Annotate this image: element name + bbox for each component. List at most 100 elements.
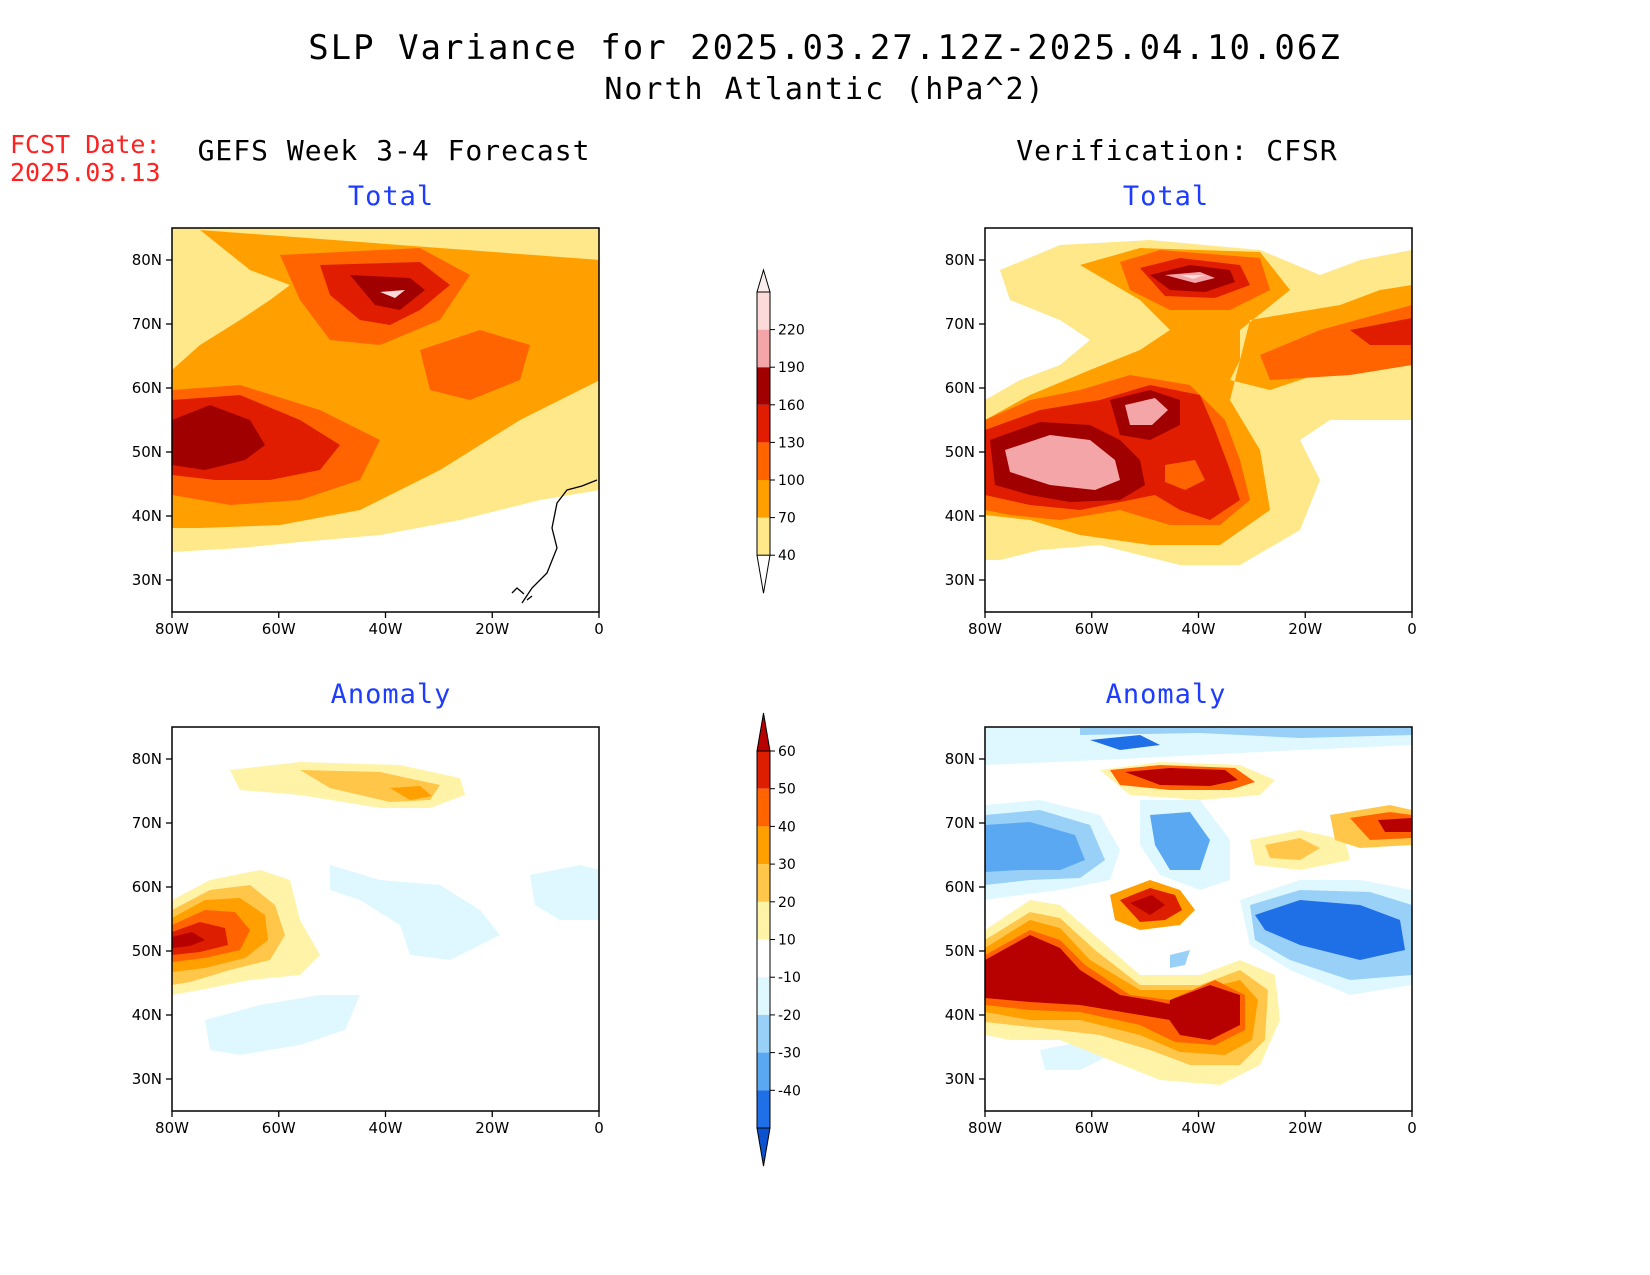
main-title: SLP Variance for 2025.03.27.12Z-2025.04.… <box>308 28 1342 68</box>
colorbar-total-label: 190 <box>778 360 805 376</box>
colorbar-total-label: 220 <box>778 323 805 339</box>
colorbar-total-label: 130 <box>778 435 805 451</box>
colorbar-total-segment <box>757 404 770 443</box>
colorbar-total-frame <box>756 291 771 556</box>
fcst-date-value: 2025.03.13 <box>10 158 161 187</box>
lat-tick-label: 40N <box>132 1006 162 1024</box>
lat-tick-label: 30N <box>132 571 162 589</box>
lon-tick-label: 0 <box>594 620 604 638</box>
colorbar-total-segment <box>757 480 770 518</box>
lat-tick-label: 50N <box>132 942 162 960</box>
lat-tick-label: 80N <box>132 750 162 768</box>
colorbar-anomaly-label: -40 <box>778 1083 801 1099</box>
lat-tick-label: 80N <box>132 251 162 269</box>
lon-tick-label: 40W <box>369 620 403 638</box>
lon-tick-label: 60W <box>262 620 296 638</box>
lat-tick-label: 40N <box>945 507 975 525</box>
colorbar-total-segment <box>757 292 770 330</box>
map-panel-gefs-total <box>171 227 600 613</box>
lat-tick-label: 80N <box>945 750 975 768</box>
lat-tick-label: 60N <box>132 878 162 896</box>
lon-tick-label: 80W <box>155 1119 189 1137</box>
colorbar-total-cap-top <box>756 268 771 293</box>
lat-tick-label: 70N <box>132 814 162 832</box>
panel-label-total-left: Total <box>347 181 435 212</box>
lat-tick-label: 60N <box>945 878 975 896</box>
lat-tick-label: 60N <box>132 379 162 397</box>
lat-tick-label: 50N <box>945 942 975 960</box>
map-panel-gefs-anomaly <box>171 726 600 1112</box>
panel-label-anomaly-right: Anomaly <box>1105 679 1227 710</box>
colorbar-total-segment <box>757 442 770 480</box>
lon-tick-label: 80W <box>155 620 189 638</box>
lon-tick-label: 0 <box>1407 620 1417 638</box>
colorbar-anomaly-segment <box>757 1014 770 1053</box>
colorbar-anomaly-segment <box>757 864 770 902</box>
lon-tick-label: 60W <box>1075 620 1109 638</box>
lon-tick-label: 20W <box>475 620 509 638</box>
colorbar-total-segment <box>757 367 770 405</box>
lat-tick-label: 60N <box>945 379 975 397</box>
colorbar-total-cap-bottom <box>756 555 771 594</box>
lat-tick-label: 50N <box>132 443 162 461</box>
lon-tick-label: 20W <box>1288 620 1322 638</box>
colorbar-total-label: 70 <box>778 511 796 527</box>
map-panel-cfsr-anomaly <box>984 726 1413 1112</box>
colorbar-anomaly-label: 10 <box>778 933 796 949</box>
colorbar-anomaly-label: 40 <box>778 819 796 835</box>
lon-tick-label: 80W <box>968 620 1002 638</box>
lon-tick-label: 0 <box>594 1119 604 1137</box>
lon-tick-label: 60W <box>262 1119 296 1137</box>
colorbar-anomaly-segment <box>757 826 770 865</box>
colorbar-anomaly-label: 60 <box>778 744 796 760</box>
colorbar-total-label: 40 <box>778 548 796 564</box>
lat-tick-label: 40N <box>132 507 162 525</box>
lat-tick-label: 30N <box>132 1070 162 1088</box>
panel-label-total-right: Total <box>1122 181 1210 212</box>
colorbar-total: 40 70 100 130 160 190 220 <box>756 268 805 594</box>
colorbar-anomaly-label: 30 <box>778 857 796 873</box>
lon-tick-label: 40W <box>1182 1119 1216 1137</box>
colorbar-anomaly-segment <box>757 1052 770 1091</box>
fcst-date-label: FCST Date: <box>10 130 161 159</box>
colorbar-anomaly-segment <box>757 939 770 978</box>
colorbar-anomaly-label: -30 <box>778 1046 801 1062</box>
colorbar-anomaly-segment <box>757 1090 770 1128</box>
lon-tick-label: 60W <box>1075 1119 1109 1137</box>
colorbar-anomaly-label: -20 <box>778 1008 801 1024</box>
colorbar-total-label: 100 <box>778 473 805 489</box>
axes-layer: 80W 60W 40W 20W 0 80N 70N 60N 50N 40N 30N 80W 60W 40W… <box>132 251 1417 1137</box>
colorbar-anomaly-label: -10 <box>778 970 801 986</box>
colorbar-anomaly-segment <box>757 901 770 940</box>
lat-tick-label: 80N <box>945 251 975 269</box>
lon-tick-label: 40W <box>369 1119 403 1137</box>
lat-tick-label: 40N <box>945 1006 975 1024</box>
lon-tick-label: 40W <box>1182 620 1216 638</box>
colorbar-total-segment <box>757 517 770 556</box>
lon-tick-label: 80W <box>968 1119 1002 1137</box>
lat-tick-label: 30N <box>945 1070 975 1088</box>
colorbar-anomaly-cap-bottom <box>756 1127 771 1167</box>
lat-tick-label: 30N <box>945 571 975 589</box>
lat-tick-label: 70N <box>945 814 975 832</box>
panel-label-anomaly-left: Anomaly <box>330 679 452 710</box>
colorbar-anomaly-segment <box>757 751 770 789</box>
colorbar-total-label: 160 <box>778 398 805 414</box>
colorbar-anomaly-cap-top <box>756 712 771 752</box>
colorbar-anomaly-label: 50 <box>778 782 796 798</box>
colorbar-anomaly: 60 50 40 30 20 10 -10 -20 -30 -40 <box>756 712 801 1167</box>
lon-tick-label: 20W <box>475 1119 509 1137</box>
colorbar-total-segment <box>757 329 770 368</box>
lat-tick-label: 50N <box>945 443 975 461</box>
lon-tick-label: 20W <box>1288 1119 1322 1137</box>
lat-tick-label: 70N <box>945 315 975 333</box>
left-column-title: GEFS Week 3-4 Forecast <box>197 134 591 167</box>
lon-tick-label: 0 <box>1407 1119 1417 1137</box>
map-panel-cfsr-total <box>984 227 1413 613</box>
lat-tick-label: 70N <box>132 315 162 333</box>
colorbar-anomaly-segment <box>757 788 770 827</box>
right-column-title: Verification: CFSR <box>1016 134 1338 167</box>
main-subtitle: North Atlantic (hPa^2) <box>604 72 1046 107</box>
colorbar-anomaly-segment <box>757 977 770 1015</box>
